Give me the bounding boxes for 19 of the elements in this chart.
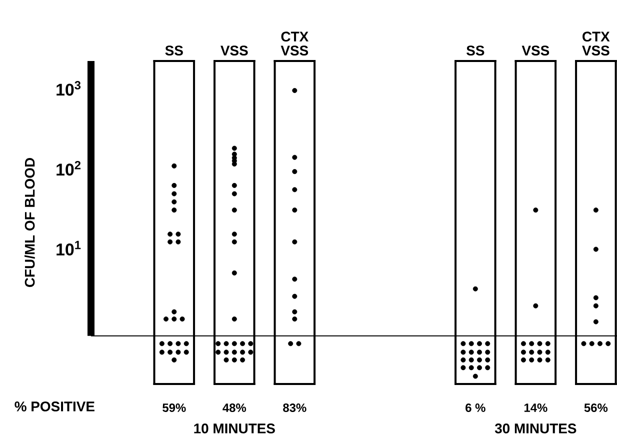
x-tick-label: VSS bbox=[522, 46, 550, 56]
x-tick-label: CTX VSS bbox=[582, 32, 610, 56]
y-axis-title: CFU/ML OF BLOOD bbox=[24, 158, 35, 288]
text: 83% bbox=[283, 404, 306, 412]
text: 14% bbox=[524, 404, 548, 412]
x-tick-label: CTX VSS bbox=[280, 32, 308, 56]
text: 56% bbox=[584, 404, 608, 412]
x-tick-label: SS bbox=[165, 46, 183, 56]
text: 48% bbox=[222, 404, 246, 412]
text: % POSITIVE bbox=[14, 402, 94, 412]
y-tick-label: 10$^{2}$ bbox=[56, 160, 81, 176]
x-tick-label: VSS bbox=[220, 46, 248, 56]
x-tick-label: SS bbox=[466, 46, 484, 56]
text: 6 % bbox=[466, 404, 486, 412]
text: 59% bbox=[162, 404, 186, 412]
y-tick-label: 10$^{3}$ bbox=[56, 81, 81, 96]
text: 10 MINUTES bbox=[194, 424, 275, 434]
y-tick-label: 10$^{1}$ bbox=[56, 240, 81, 256]
text: 30 MINUTES bbox=[494, 424, 576, 434]
